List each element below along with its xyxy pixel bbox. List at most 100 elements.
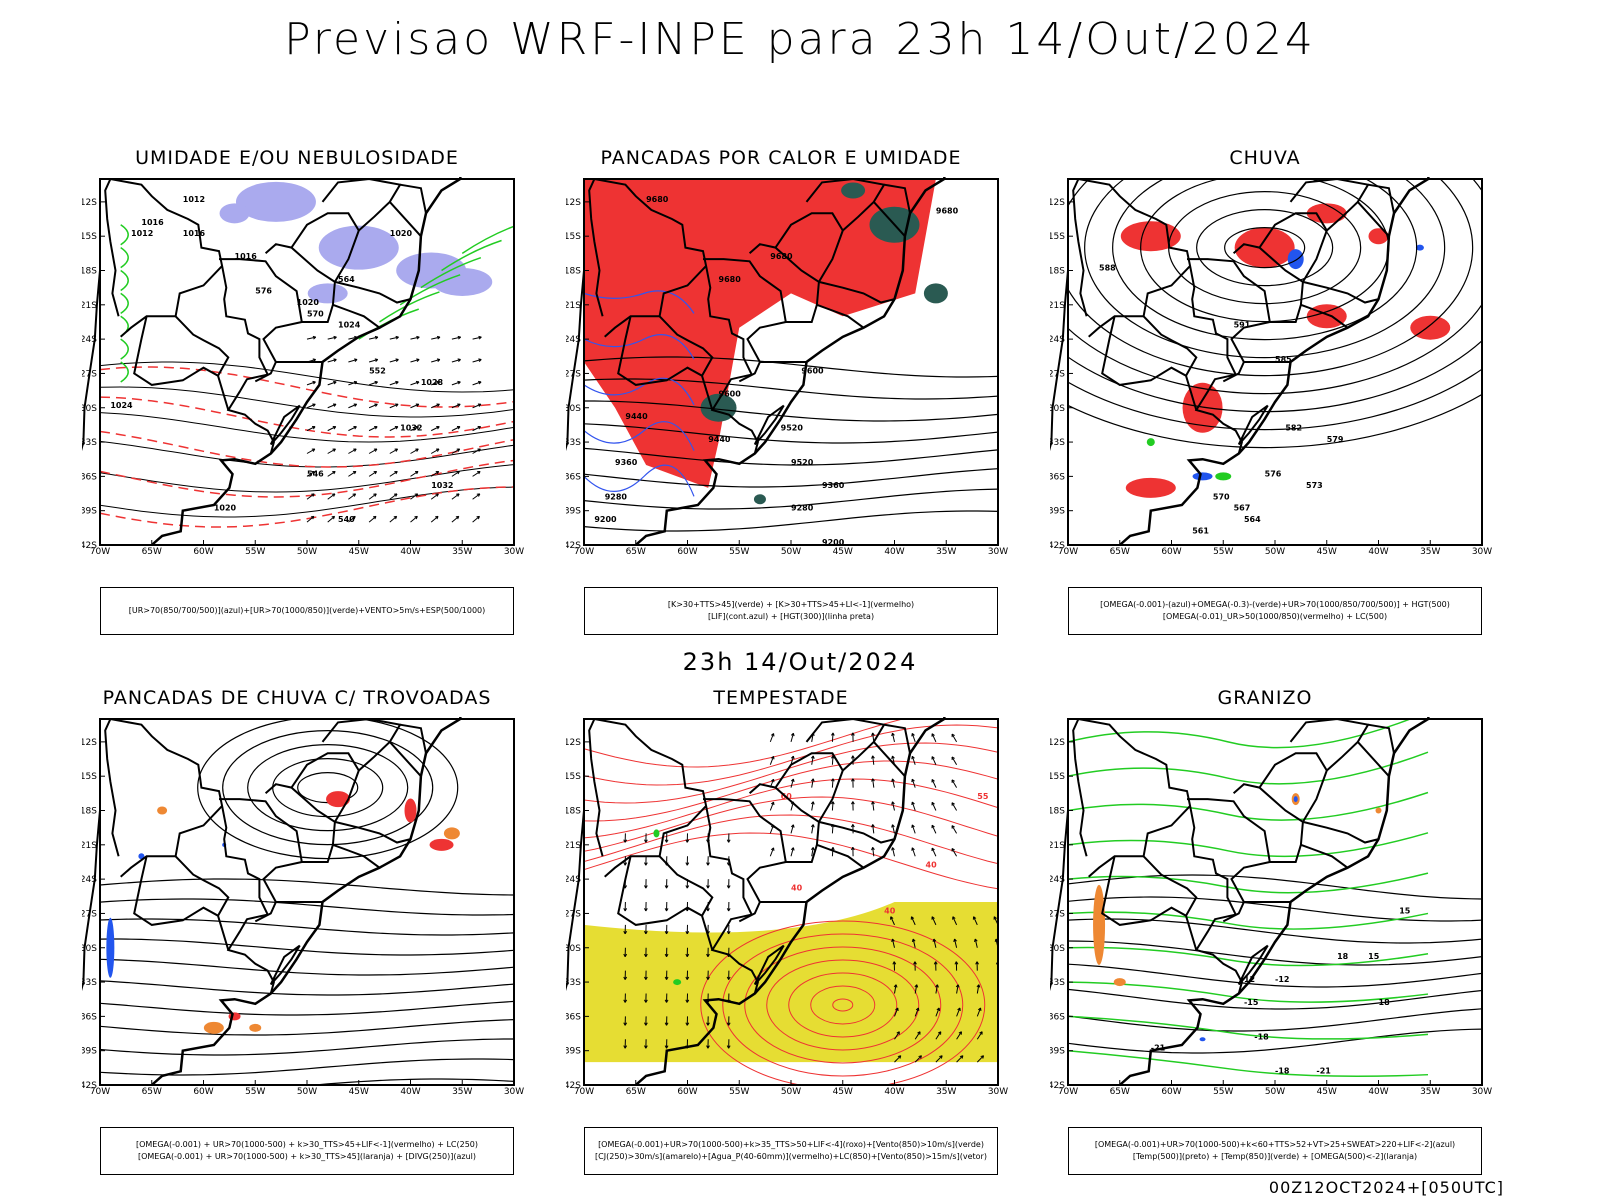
wind-arrow <box>368 359 378 363</box>
wind-arrow <box>373 448 378 452</box>
wind-arrow <box>414 493 419 497</box>
contour-label: 9440 <box>708 435 731 444</box>
wind-arrow <box>933 938 937 948</box>
wind-arrow <box>951 733 955 738</box>
temp850-line <box>1068 872 1429 894</box>
wind-arrow <box>395 403 399 407</box>
storm-area <box>404 798 417 823</box>
red-contour <box>584 724 998 786</box>
lon-label: 70W <box>1058 1087 1078 1097</box>
lat-label: 12S <box>1050 738 1065 748</box>
wind-arrow <box>850 824 855 828</box>
wind-arrow <box>685 999 690 1003</box>
wind-arrow <box>457 380 461 385</box>
wind-arrow <box>911 824 916 834</box>
red-contour <box>744 946 942 1064</box>
coastline-east <box>1118 717 1430 1086</box>
wind-arrow <box>415 426 419 430</box>
contour-label: 40 <box>791 884 803 893</box>
contour-label: 9520 <box>781 424 804 433</box>
wind-arrow <box>472 381 482 386</box>
wind-arrow <box>368 336 378 340</box>
wind-arrow <box>685 839 690 843</box>
wind-arrow <box>891 801 895 805</box>
coastline-east <box>1118 177 1430 546</box>
wind-arrow <box>368 403 378 409</box>
hgt-contour <box>1112 179 1418 341</box>
wind-arrow <box>706 862 710 866</box>
isobar <box>100 440 514 468</box>
green-area <box>1215 472 1232 481</box>
wind-arrow <box>911 801 915 806</box>
panel-title: TEMPESTADE <box>713 687 849 709</box>
wind-arrow <box>389 359 399 363</box>
lon-label: 30W <box>988 547 1008 557</box>
temp850-line <box>1068 1049 1429 1077</box>
wind-arrow <box>912 938 916 948</box>
lon-label: 45W <box>349 547 369 557</box>
wind-arrow <box>936 1007 941 1012</box>
lat-label: 21S <box>1050 301 1065 311</box>
state-border <box>1367 183 1395 214</box>
panel-title: GRANIZO <box>1217 687 1313 709</box>
panel-tempestade: TEMPESTADE 40 40 40 55 60 12S 15S 18S 21S 24S 27S 3… <box>566 687 1036 1177</box>
wind-arrow <box>891 847 895 851</box>
wind-arrow <box>831 732 834 742</box>
lon-label: 65W <box>142 547 162 557</box>
contour-label: 564 <box>338 275 355 284</box>
wind-arrow <box>312 403 316 407</box>
temp850-line <box>1068 1015 1429 1040</box>
wind-arrow <box>911 938 916 943</box>
temp850-line <box>1068 946 1429 967</box>
wind-arrow <box>331 515 336 520</box>
panel-legend: [OMEGA(-0.001) + UR>70(1000-500) + k>30_… <box>100 1127 514 1175</box>
lat-label: 27S <box>1050 909 1065 919</box>
wind-arrow <box>911 916 916 926</box>
wind-arrow <box>327 381 337 386</box>
lagoa-dos-patos <box>1237 944 1269 986</box>
wind-arrow <box>872 755 875 765</box>
state-border <box>774 752 844 789</box>
lat-label: 39S <box>1050 1047 1065 1057</box>
wind-arrow <box>706 1022 710 1026</box>
wind-arrow <box>333 358 337 362</box>
green-contour <box>120 292 129 314</box>
wind-arrow <box>451 515 460 523</box>
temp500-line <box>1068 896 1482 922</box>
lon-label: 30W <box>1472 547 1492 557</box>
rain-area <box>1120 221 1181 252</box>
lon-label: 40W <box>400 1087 420 1097</box>
wind-arrow <box>973 916 978 926</box>
wind-arrow <box>685 885 690 889</box>
x <box>194 468 214 484</box>
lat-label: 24S <box>566 875 581 885</box>
wind-arrow <box>457 335 462 340</box>
dark-area <box>753 494 766 505</box>
wind-arrow <box>472 336 482 340</box>
lat-label: 30S <box>566 404 581 414</box>
state-border <box>1187 243 1304 323</box>
lon-label: 55W <box>729 1087 749 1097</box>
lon-label: 65W <box>142 1087 162 1097</box>
wind-arrow <box>956 1055 964 1063</box>
wind-arrow <box>953 938 957 943</box>
wind-arrow <box>769 801 775 811</box>
wind-arrow <box>455 515 460 520</box>
streamline <box>100 1000 514 1016</box>
contour-label: 573 <box>1306 481 1323 490</box>
humidity-area <box>432 267 493 296</box>
lat-label: 42S <box>82 1081 97 1091</box>
state-border <box>133 316 230 411</box>
lon-label: 60W <box>193 547 213 557</box>
legend-line: [OMEGA(-0.001)-(azul)+OMEGA(-0.3)-(verde… <box>1100 600 1450 609</box>
state-border <box>816 843 865 869</box>
contour-label: 579 <box>1327 435 1344 444</box>
wind-arrow <box>914 1007 919 1017</box>
lat-label: 36S <box>566 1012 581 1022</box>
green-contour <box>120 269 129 292</box>
contour-label: 564 <box>1244 515 1261 524</box>
lat-label: 21S <box>566 841 581 851</box>
wind-arrow <box>911 755 915 760</box>
wind-arrow <box>312 335 317 340</box>
green-contour <box>358 308 419 340</box>
